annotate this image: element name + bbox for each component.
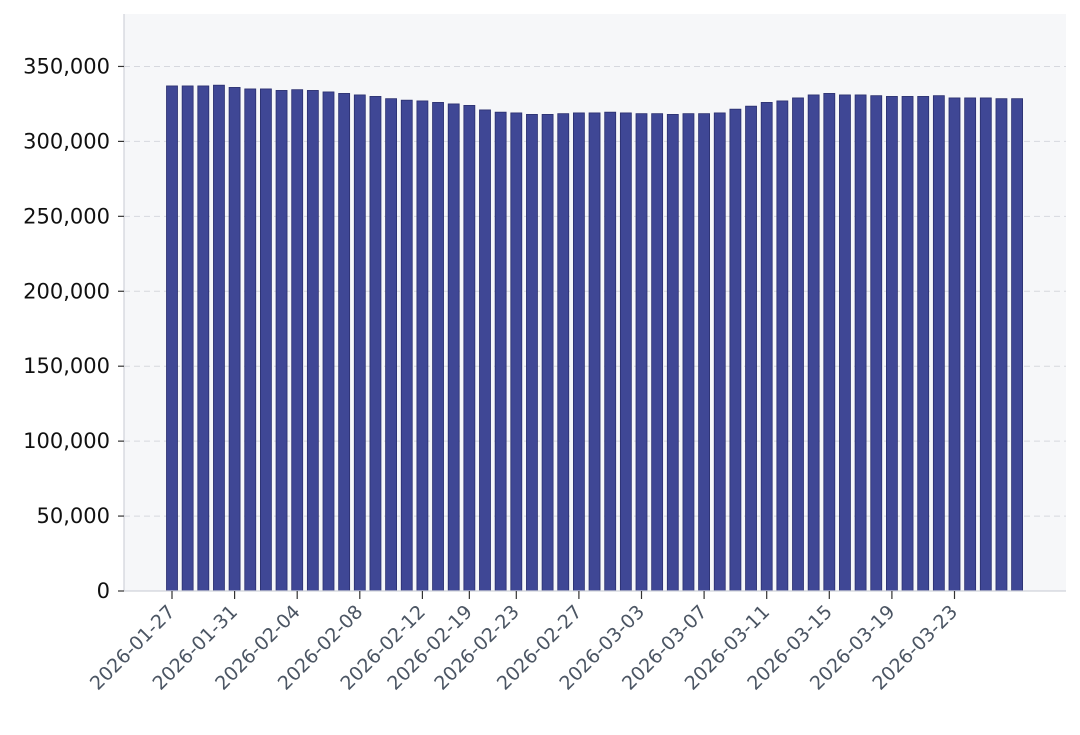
bar-2026-03-02 [619, 112, 632, 592]
y-axis-ticks: 0 50,000 100,000 150,000 200,000 250,000 300,0… [23, 54, 124, 603]
bar-2026-03-06 [682, 113, 695, 592]
bar-2026-02-21 [494, 111, 507, 592]
bar-2026-02-12 [416, 100, 429, 592]
bar-2026-02-24 [526, 114, 538, 592]
bar-2026-02-08 [353, 94, 366, 592]
bar-2026-03-25 [979, 97, 992, 592]
bar-2026-02-13 [432, 102, 444, 592]
bar-2026-02-25 [541, 114, 554, 592]
bar-2026-03-10 [745, 105, 757, 592]
y-tick-label: 150,000 [23, 354, 110, 378]
bar-2026-01-27 [166, 85, 178, 592]
bar-2026-02-06 [322, 91, 335, 592]
bar-2026-03-18 [870, 95, 883, 592]
bar-2026-03-16 [839, 94, 851, 592]
bar-2026-02-03 [275, 90, 288, 592]
bars [166, 84, 1023, 592]
bar-2026-03-24 [964, 97, 977, 592]
bar-2026-03-20 [901, 96, 914, 592]
bar-2026-01-30 [213, 84, 225, 592]
bar-2026-02-02 [259, 88, 272, 592]
bar-2026-02-19 [463, 105, 476, 592]
bar-2026-03-21 [917, 96, 930, 592]
bar-2026-03-12 [776, 100, 789, 592]
y-tick-label: 100,000 [23, 429, 110, 453]
bar-2026-02-28 [588, 112, 601, 592]
y-tick-label: 250,000 [23, 204, 110, 228]
bar-2026-03-11 [760, 102, 773, 592]
bar-2026-02-10 [385, 98, 398, 592]
bar-2026-02-26 [557, 113, 570, 592]
x-axis-ticks: 2026-01-272026-01-312026-02-042026-02-08… [86, 591, 962, 695]
bar-2026-03-15 [823, 93, 836, 592]
bar-2026-02-05 [306, 90, 319, 592]
bar-2026-02-23 [510, 112, 523, 592]
bar-2026-03-04 [651, 113, 664, 592]
bar-2026-03-08 [713, 112, 726, 592]
y-tick-label: 50,000 [37, 504, 110, 528]
bar-2026-03-13 [792, 97, 804, 592]
bar-2026-03-03 [635, 113, 648, 592]
bar-2026-02-11 [400, 99, 413, 592]
y-tick-label: 350,000 [23, 54, 110, 78]
bar-2026-03-19 [886, 96, 898, 592]
bar-2026-03-23 [948, 97, 961, 592]
bar-2026-02-20 [479, 109, 491, 592]
bar-2026-02-27 [573, 112, 585, 592]
bar-2026-03-14 [807, 94, 820, 592]
y-tick-label: 300,000 [23, 129, 110, 153]
bar-2026-03-26 [995, 98, 1008, 592]
bar-2026-03-27 [1011, 98, 1023, 592]
bar-2026-02-01 [244, 88, 257, 592]
bar-2026-01-29 [197, 85, 210, 592]
y-tick-label: 200,000 [23, 279, 110, 303]
bar-2026-01-31 [228, 87, 241, 592]
bar-2026-03-22 [932, 95, 945, 592]
bar-2026-02-09 [369, 96, 382, 592]
bar-2026-02-14 [447, 103, 460, 592]
bar-2026-03-01 [604, 111, 617, 592]
y-tick-label: 0 [97, 579, 110, 603]
bar-2026-03-05 [666, 114, 679, 592]
bar-2026-01-28 [181, 85, 194, 592]
bar-2026-03-17 [854, 94, 867, 592]
bar-2026-02-07 [338, 93, 351, 592]
bar-2026-03-07 [698, 113, 710, 592]
bar-2026-03-09 [729, 108, 742, 592]
bar-2026-02-04 [291, 89, 304, 592]
